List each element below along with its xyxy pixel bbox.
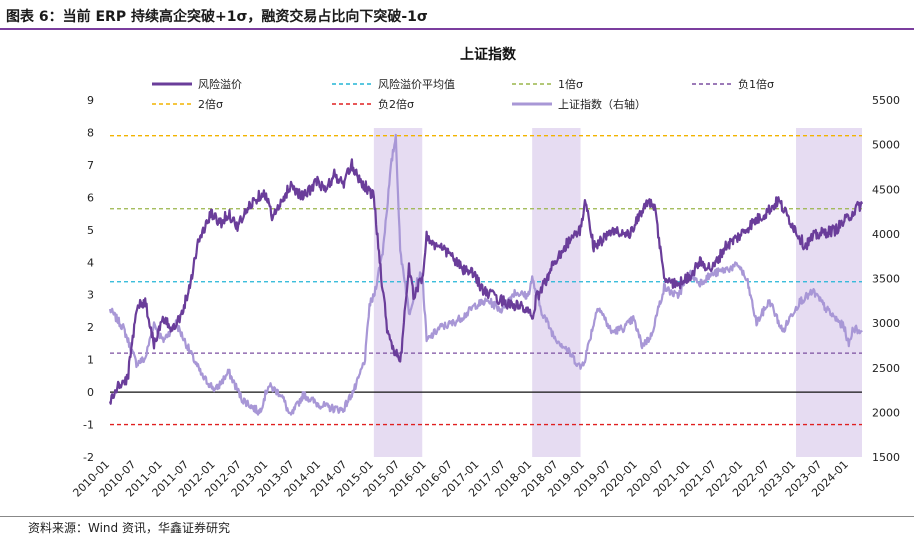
y-right-tick-label: 4000 bbox=[872, 228, 900, 241]
legend: 风险溢价 风险溢价平均值 1倍σ 负1倍σ 2倍σ 负2倍σ 上证指数（右轴） bbox=[152, 77, 774, 111]
legend-label-1: 风险溢价 bbox=[198, 77, 242, 91]
chart-svg: 上证指数 -2 -1 0 1 2 3 4 5 6 7 8 9 1500 2000 2500 3000 3500 4… bbox=[70, 46, 900, 500]
y-left-tick-label: 0 bbox=[87, 386, 94, 399]
y-left-tick-label: -1 bbox=[83, 419, 94, 432]
source-bar: 资料来源：Wind 资讯，华鑫证券研究 bbox=[0, 516, 914, 535]
y-left-tick-label: 8 bbox=[87, 126, 94, 139]
legend-label-5: 2倍σ bbox=[198, 97, 223, 111]
y-right-tick-label: 1500 bbox=[872, 451, 900, 464]
y-left-tick-label: -2 bbox=[83, 451, 94, 464]
y-left-tick-label: 6 bbox=[87, 191, 94, 204]
y-right-tick-label: 3000 bbox=[872, 317, 900, 330]
series-line-erp bbox=[108, 158, 864, 405]
y-left-tick-label: 3 bbox=[87, 289, 94, 302]
y-left-tick-label: 5 bbox=[87, 224, 94, 237]
series-lines bbox=[108, 133, 864, 416]
axes: -2 -1 0 1 2 3 4 5 6 7 8 9 1500 2000 2500 3000 3500 4000 45… bbox=[70, 94, 900, 500]
y-right-tick-label: 5500 bbox=[872, 94, 900, 107]
series-line-index bbox=[108, 133, 863, 416]
figure-caption: 图表 6：当前 ERP 持续高企突破+1σ，融资交易占比向下突破-1σ bbox=[6, 9, 428, 25]
chart-title: 上证指数 bbox=[460, 46, 517, 63]
y-left-tick-label: 4 bbox=[87, 256, 94, 269]
y-right-tick-label: 4500 bbox=[872, 183, 900, 196]
y-right-tick-label: 3500 bbox=[872, 273, 900, 286]
source-note: 资料来源：Wind 资讯，华鑫证券研究 bbox=[28, 521, 230, 535]
figure-caption-bar: 图表 6：当前 ERP 持续高企突破+1σ，融资交易占比向下突破-1σ bbox=[0, 0, 914, 30]
legend-label-6: 负2倍σ bbox=[378, 97, 414, 111]
reference-lines bbox=[110, 135, 862, 426]
y-left-tick-label: 2 bbox=[87, 321, 94, 334]
y-left-tick-label: 9 bbox=[87, 94, 94, 107]
legend-label-4: 负1倍σ bbox=[738, 77, 774, 91]
y-left-tick-label: 1 bbox=[87, 354, 94, 367]
highlight-bands bbox=[373, 128, 862, 457]
y-right-tick-label: 2000 bbox=[872, 406, 900, 419]
legend-label-3: 1倍σ bbox=[558, 77, 583, 91]
legend-label-7: 上证指数（右轴） bbox=[558, 97, 646, 111]
legend-label-2: 风险溢价平均值 bbox=[378, 77, 455, 91]
y-left-tick-label: 7 bbox=[87, 159, 94, 172]
y-right-tick-label: 2500 bbox=[872, 362, 900, 375]
y-right-tick-label: 5000 bbox=[872, 139, 900, 152]
